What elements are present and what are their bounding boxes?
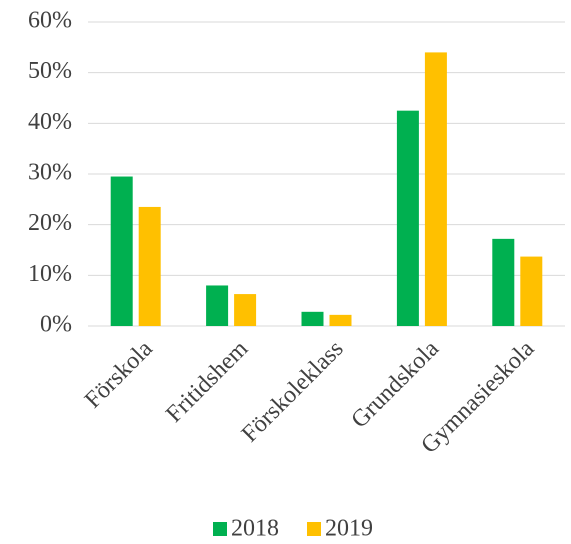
bar xyxy=(424,52,447,327)
x-tick-label: Förskola xyxy=(80,336,158,414)
x-tick-label: Förskoleklass xyxy=(237,336,349,448)
bar xyxy=(301,311,324,326)
bar xyxy=(520,256,543,326)
bar xyxy=(492,238,515,326)
y-tick-label: 0% xyxy=(40,312,72,338)
y-tick-label: 50% xyxy=(28,58,72,84)
legend-swatch xyxy=(213,522,227,536)
legend-label: 2018 xyxy=(231,516,279,542)
y-tick-label: 40% xyxy=(28,109,72,135)
bar xyxy=(110,176,133,326)
legend-swatch xyxy=(307,522,321,536)
y-tick-label: 60% xyxy=(28,8,72,34)
y-tick-label: 30% xyxy=(28,160,72,186)
bar xyxy=(396,110,419,327)
bar xyxy=(206,285,229,326)
bar xyxy=(234,294,257,326)
y-tick-label: 20% xyxy=(28,210,72,236)
x-tick-label: Fritidshem xyxy=(161,336,253,428)
y-tick-label: 10% xyxy=(28,261,72,287)
legend-label: 2019 xyxy=(325,516,373,542)
bar xyxy=(138,206,161,326)
x-tick-label: Grundskola xyxy=(346,336,444,434)
bar xyxy=(329,314,352,326)
